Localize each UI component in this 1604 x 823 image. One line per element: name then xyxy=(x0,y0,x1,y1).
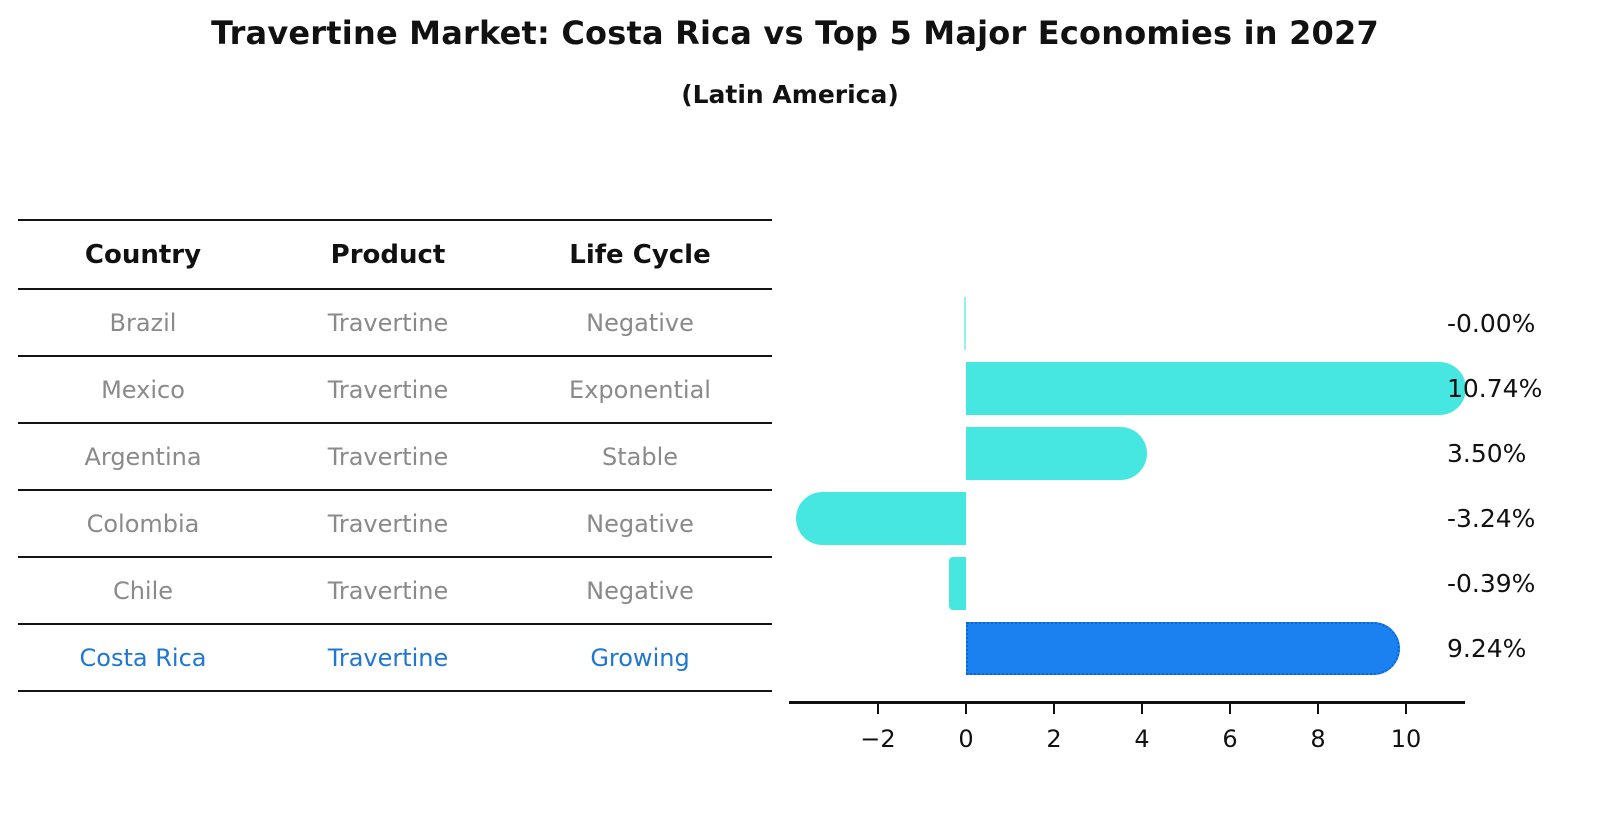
table-body: Brazil Travertine Negative Mexico Travertine… xyxy=(18,290,772,692)
x-axis-tick-label: 8 xyxy=(1310,725,1326,753)
table-row-chile: Chile Travertine Negative xyxy=(18,558,772,625)
table-row-costa-rica: Costa Rica Travertine Growing xyxy=(18,625,772,692)
x-axis-tick-label: 0 xyxy=(958,725,974,753)
chart-subtitle: (Latin America) xyxy=(681,80,899,109)
x-axis-tick-label: 10 xyxy=(1390,725,1422,753)
cell-country: Costa Rica xyxy=(79,643,207,672)
x-axis-tick xyxy=(965,704,967,714)
cell-country: Chile xyxy=(112,576,174,605)
cell-product: Travertine xyxy=(327,442,449,471)
value-label-costa-rica: 9.24% xyxy=(1447,633,1527,663)
cell-product: Travertine xyxy=(327,643,449,672)
x-axis-tick-label: 2 xyxy=(1046,725,1062,753)
table-row-argentina: Argentina Travertine Stable xyxy=(18,424,772,491)
table-row-mexico: Mexico Travertine Exponential xyxy=(18,357,772,424)
x-axis-tick-label: 4 xyxy=(1134,725,1150,753)
cell-country: Argentina xyxy=(84,442,202,471)
header-country: Country xyxy=(84,239,202,270)
value-label-brazil: -0.00% xyxy=(1447,308,1536,338)
bar-costa-rica xyxy=(966,621,1400,675)
x-axis-tick xyxy=(877,704,879,714)
bar-mexico xyxy=(966,361,1466,415)
x-axis-tick xyxy=(1053,704,1055,714)
country-table: Country Product Life Cycle Brazil Travert… xyxy=(18,219,772,692)
x-axis-line xyxy=(789,701,1465,704)
x-axis-tick-label: −2 xyxy=(860,725,896,753)
value-label-mexico: 10.74% xyxy=(1447,373,1543,403)
cell-country: Colombia xyxy=(86,509,200,538)
cell-country: Brazil xyxy=(109,308,177,337)
table-row-brazil: Brazil Travertine Negative xyxy=(18,290,772,357)
cell-product: Travertine xyxy=(327,509,449,538)
cell-life-cycle: Negative xyxy=(586,509,694,538)
cell-life-cycle: Growing xyxy=(590,643,690,672)
bar-argentina xyxy=(966,426,1147,480)
bar-brazil xyxy=(964,296,966,350)
x-axis-tick xyxy=(1405,704,1407,714)
cell-life-cycle: Exponential xyxy=(569,375,711,404)
table-header-row: Country Product Life Cycle xyxy=(18,219,772,290)
cell-product: Travertine xyxy=(327,375,449,404)
bar-chile xyxy=(948,556,966,610)
cell-product: Travertine xyxy=(327,308,449,337)
value-label-colombia: -3.24% xyxy=(1447,503,1536,533)
cell-life-cycle: Stable xyxy=(601,442,679,471)
value-label-argentina: 3.50% xyxy=(1447,438,1527,468)
cell-country: Mexico xyxy=(101,375,185,404)
header-product: Product xyxy=(330,239,446,270)
header-life-cycle: Life Cycle xyxy=(569,239,711,270)
cell-life-cycle: Negative xyxy=(586,576,694,605)
x-axis-tick xyxy=(1317,704,1319,714)
cell-life-cycle: Negative xyxy=(586,308,694,337)
cell-product: Travertine xyxy=(327,576,449,605)
table-row-colombia: Colombia Travertine Negative xyxy=(18,491,772,558)
value-label-chile: -0.39% xyxy=(1447,568,1536,598)
chart-title: Travertine Market: Costa Rica vs Top 5 M… xyxy=(211,14,1379,52)
bar-colombia xyxy=(796,491,966,545)
x-axis-tick xyxy=(1141,704,1143,714)
x-axis-tick-label: 6 xyxy=(1222,725,1238,753)
x-axis-tick xyxy=(1229,704,1231,714)
